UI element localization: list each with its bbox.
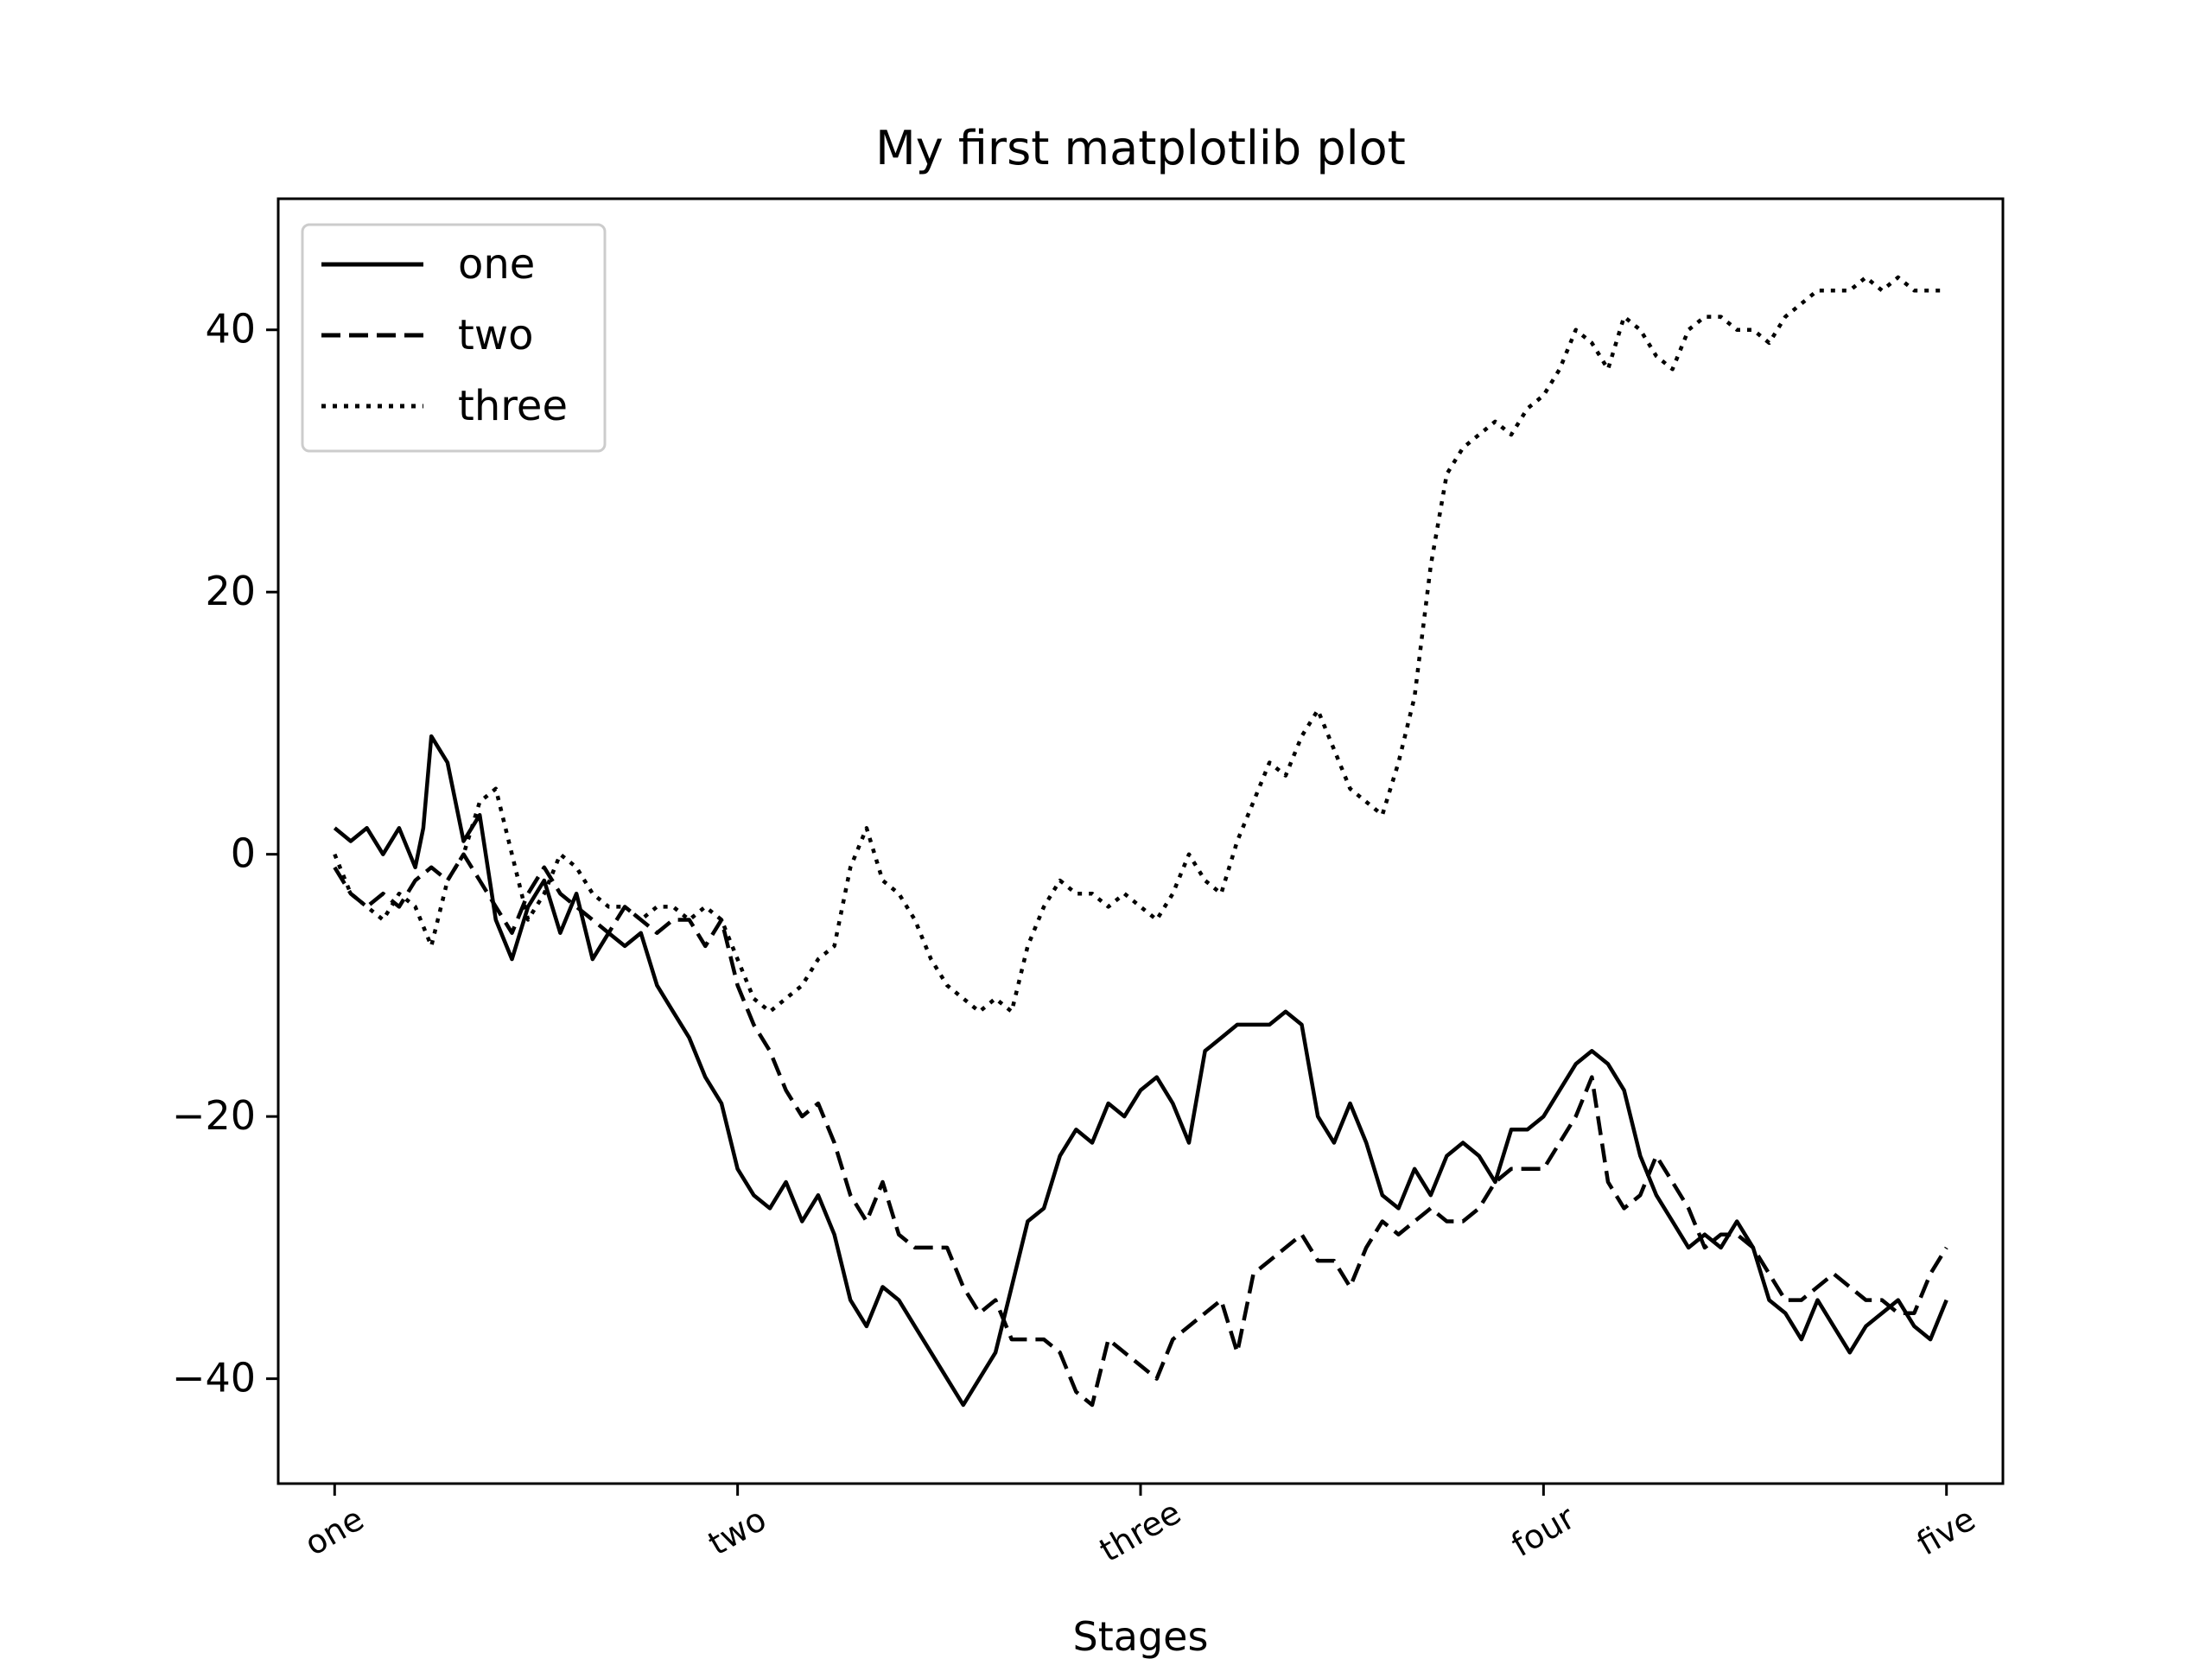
y-tick-label: −40 — [172, 1355, 256, 1402]
x-tick-label: one — [298, 1499, 370, 1562]
y-tick-label: 40 — [205, 306, 256, 353]
legend-label-two: two — [458, 311, 533, 359]
y-axis: −40 −20 0 20 40 — [172, 306, 278, 1402]
legend-label-one: one — [458, 240, 535, 289]
x-tick-label: four — [1505, 1498, 1581, 1564]
legend-label-three: three — [458, 382, 568, 430]
legend-box — [301, 223, 607, 453]
series-line-one — [333, 734, 1948, 1408]
chart-title: My first matplotlib plot — [875, 121, 1406, 175]
x-tick-label: three — [1093, 1493, 1187, 1569]
x-tick-label: five — [1910, 1500, 1981, 1563]
series-layer — [333, 275, 1948, 1408]
y-tick-label: 20 — [205, 568, 256, 614]
x-tick-label: two — [702, 1500, 772, 1563]
x-axis-label: Stages — [1073, 1613, 1209, 1659]
y-tick-label: 0 — [231, 830, 256, 877]
legend: one two three — [301, 223, 607, 453]
y-tick-label: −20 — [172, 1092, 256, 1139]
x-axis: one two three four five — [298, 1484, 1981, 1569]
series-line-two — [333, 852, 1948, 1408]
